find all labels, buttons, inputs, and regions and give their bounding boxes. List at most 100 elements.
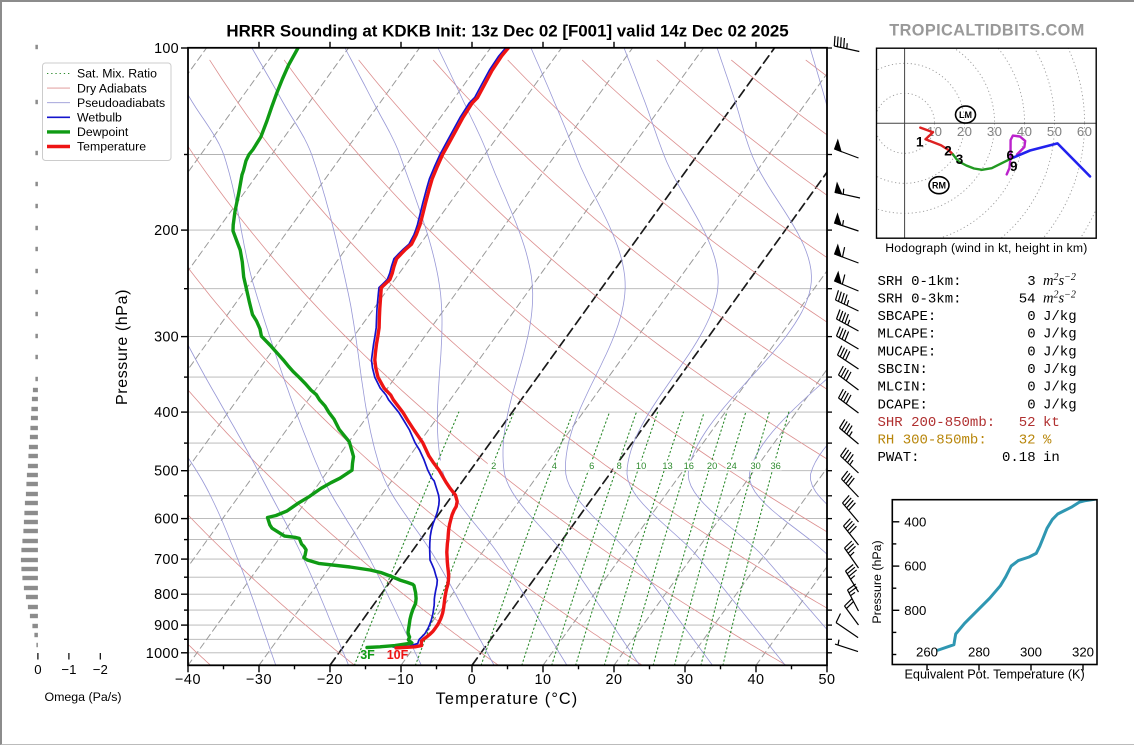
svg-text:SBCIN:: SBCIN: xyxy=(878,362,928,378)
svg-text:0: 0 xyxy=(1027,327,1035,343)
svg-text:J/kg: J/kg xyxy=(1043,327,1077,343)
svg-text:0: 0 xyxy=(1027,380,1035,396)
svg-text:in: in xyxy=(1043,450,1060,466)
svg-text:2: 2 xyxy=(944,144,952,159)
svg-text:900: 900 xyxy=(154,618,179,634)
svg-text:52: 52 xyxy=(1019,415,1036,431)
svg-text:J/kg: J/kg xyxy=(1043,362,1077,378)
svg-text:20: 20 xyxy=(957,124,972,139)
svg-text:500: 500 xyxy=(154,464,179,480)
svg-text:30: 30 xyxy=(751,461,761,471)
svg-text:6: 6 xyxy=(589,461,594,471)
svg-text:700: 700 xyxy=(154,552,179,568)
svg-text:320: 320 xyxy=(1072,645,1094,660)
svg-text:0: 0 xyxy=(1027,309,1035,325)
svg-text:m2s−2: m2s−2 xyxy=(1043,289,1076,306)
svg-text:4: 4 xyxy=(552,461,557,471)
svg-text:J/kg: J/kg xyxy=(1043,309,1077,325)
svg-text:MUCAPE:: MUCAPE: xyxy=(878,344,937,360)
svg-text:−30: −30 xyxy=(246,672,272,688)
svg-text:LM: LM xyxy=(959,110,972,120)
svg-text:−10: −10 xyxy=(388,672,414,688)
svg-text:8: 8 xyxy=(617,461,622,471)
svg-text:20: 20 xyxy=(605,672,622,688)
svg-text:Pseudoadiabats: Pseudoadiabats xyxy=(77,96,165,110)
svg-text:Equivalent Pot. Temperature (K: Equivalent Pot. Temperature (K) xyxy=(904,668,1084,682)
svg-text:Wetbulb: Wetbulb xyxy=(77,111,122,125)
svg-text:kt: kt xyxy=(1043,415,1060,431)
svg-text:10F: 10F xyxy=(387,648,409,662)
svg-text:36: 36 xyxy=(771,461,781,471)
svg-text:SRH 0-3km:: SRH 0-3km: xyxy=(878,291,962,307)
svg-text:Dry Adiabats: Dry Adiabats xyxy=(77,81,147,95)
svg-text:0: 0 xyxy=(1027,397,1035,413)
svg-text:800: 800 xyxy=(154,587,179,603)
svg-text:SHR 200-850mb:: SHR 200-850mb: xyxy=(878,415,996,431)
svg-text:RM: RM xyxy=(932,180,946,190)
svg-text:RH 300-850mb:: RH 300-850mb: xyxy=(878,433,987,449)
svg-text:0: 0 xyxy=(1027,344,1035,360)
svg-text:DCAPE:: DCAPE: xyxy=(878,397,928,413)
svg-text:−1: −1 xyxy=(61,662,76,677)
svg-text:Dewpoint: Dewpoint xyxy=(77,125,129,139)
svg-text:54: 54 xyxy=(1019,291,1036,307)
svg-text:0: 0 xyxy=(34,662,41,677)
svg-text:6: 6 xyxy=(1006,148,1014,163)
svg-text:9: 9 xyxy=(1010,159,1018,174)
svg-text:600: 600 xyxy=(154,512,179,528)
svg-text:%: % xyxy=(1043,433,1052,449)
svg-text:30: 30 xyxy=(676,672,693,688)
svg-text:0.18: 0.18 xyxy=(1002,450,1036,466)
svg-text:1000: 1000 xyxy=(146,646,179,662)
svg-text:J/kg: J/kg xyxy=(1043,380,1077,396)
svg-text:50: 50 xyxy=(1047,124,1062,139)
svg-text:800: 800 xyxy=(904,603,926,618)
svg-text:10: 10 xyxy=(636,461,646,471)
svg-text:−2: −2 xyxy=(93,662,108,677)
svg-text:Pressure (hPa): Pressure (hPa) xyxy=(114,289,131,405)
svg-text:HRRR Sounding at KDKB Init: 13: HRRR Sounding at KDKB Init: 13z Dec 02 [… xyxy=(226,22,788,41)
svg-text:400: 400 xyxy=(154,405,179,421)
svg-text:32: 32 xyxy=(1019,433,1036,449)
svg-text:400: 400 xyxy=(904,514,926,529)
svg-text:Pressure (hPa): Pressure (hPa) xyxy=(870,540,884,623)
svg-text:24: 24 xyxy=(726,461,736,471)
svg-text:13: 13 xyxy=(662,461,672,471)
svg-text:m2s−2: m2s−2 xyxy=(1043,272,1076,289)
svg-text:MLCAPE:: MLCAPE: xyxy=(878,327,937,343)
svg-text:PWAT:: PWAT: xyxy=(878,450,920,466)
svg-text:60: 60 xyxy=(1077,124,1092,139)
svg-text:2: 2 xyxy=(491,461,496,471)
svg-text:300: 300 xyxy=(154,330,179,346)
svg-text:Hodograph (wind in kt, height: Hodograph (wind in kt, height in km) xyxy=(885,241,1087,255)
svg-text:1: 1 xyxy=(916,134,924,149)
svg-text:Temperature: Temperature xyxy=(77,140,146,154)
svg-text:Temperature (°C): Temperature (°C) xyxy=(436,690,579,708)
svg-text:3: 3 xyxy=(956,152,964,167)
svg-text:40: 40 xyxy=(1017,124,1032,139)
svg-text:0: 0 xyxy=(468,672,477,688)
svg-text:SRH 0-1km:: SRH 0-1km: xyxy=(878,274,962,290)
svg-text:Sat. Mix. Ratio: Sat. Mix. Ratio xyxy=(77,67,157,81)
svg-text:16: 16 xyxy=(684,461,694,471)
svg-text:SBCAPE:: SBCAPE: xyxy=(878,309,937,325)
svg-text:50: 50 xyxy=(818,672,835,688)
svg-text:280: 280 xyxy=(968,645,990,660)
svg-text:TROPICALTIDBITS.COM: TROPICALTIDBITS.COM xyxy=(889,22,1084,40)
svg-text:3F: 3F xyxy=(360,648,375,662)
svg-text:−20: −20 xyxy=(317,672,343,688)
svg-text:30: 30 xyxy=(987,124,1002,139)
svg-text:200: 200 xyxy=(154,223,179,239)
svg-text:600: 600 xyxy=(904,559,926,574)
svg-text:10: 10 xyxy=(534,672,551,688)
svg-text:0: 0 xyxy=(1027,362,1035,378)
svg-text:3: 3 xyxy=(1027,274,1035,290)
svg-text:MLCIN:: MLCIN: xyxy=(878,380,928,396)
svg-text:−40: −40 xyxy=(175,672,201,688)
svg-text:J/kg: J/kg xyxy=(1043,397,1077,413)
svg-text:100: 100 xyxy=(154,41,179,57)
svg-text:40: 40 xyxy=(747,672,764,688)
svg-text:J/kg: J/kg xyxy=(1043,344,1077,360)
svg-text:Omega (Pa/s): Omega (Pa/s) xyxy=(44,690,121,704)
svg-text:20: 20 xyxy=(707,461,717,471)
